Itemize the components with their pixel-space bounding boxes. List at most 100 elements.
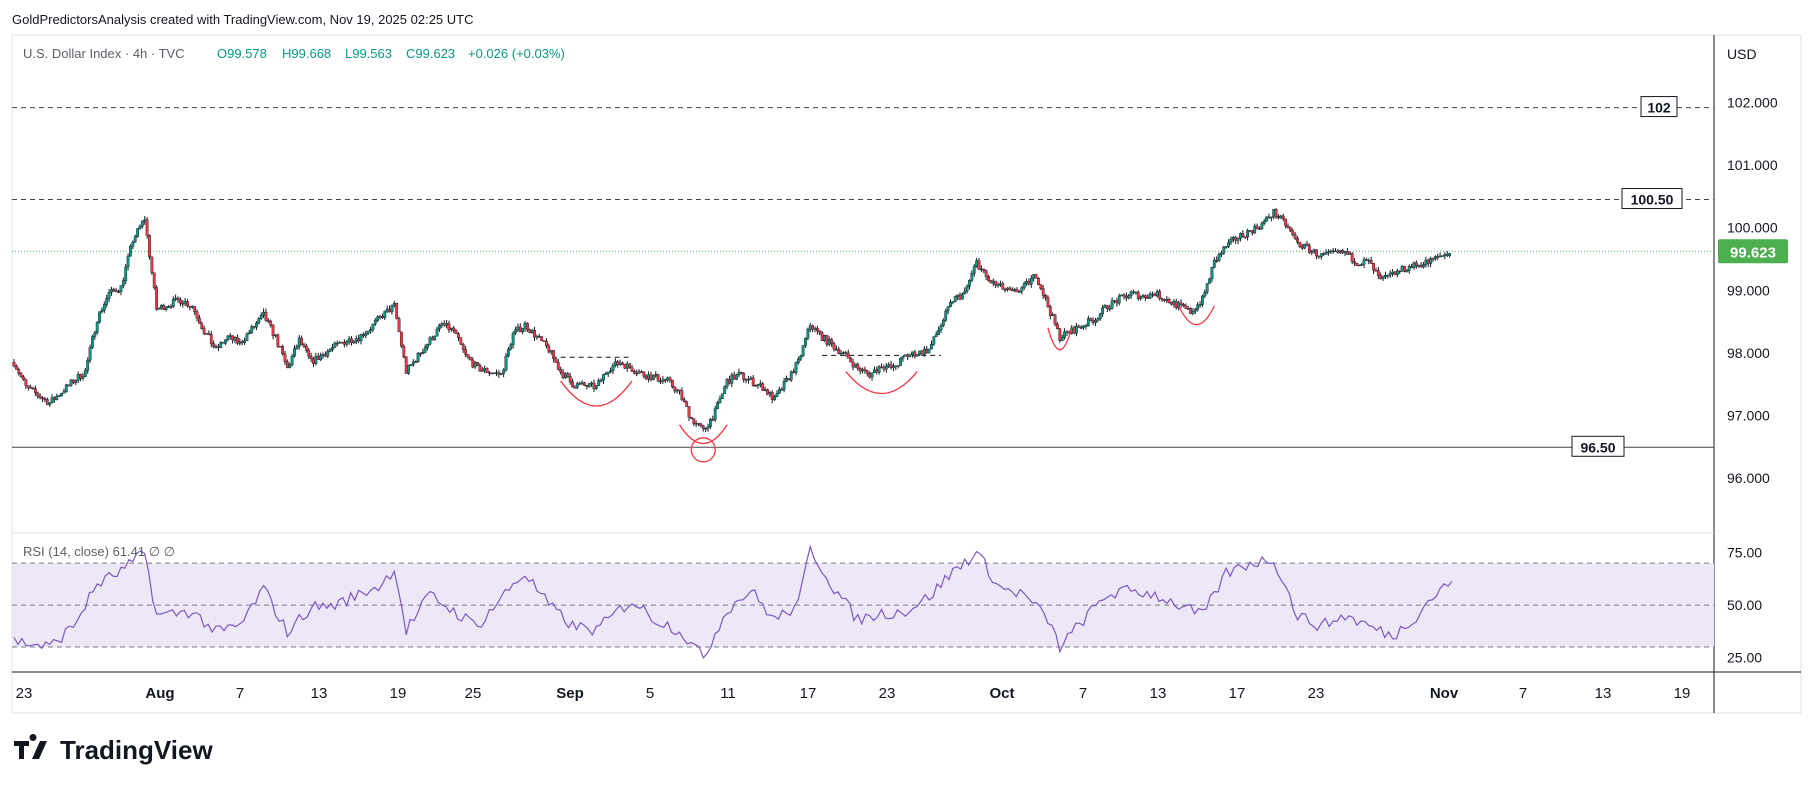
candle-down [468, 356, 472, 361]
candle-up [768, 391, 772, 395]
candle-up [521, 328, 525, 333]
candle-down [868, 372, 872, 378]
candle-up [899, 358, 902, 366]
rsi-pane: 75.00 50.00 25.00 [12, 544, 1762, 666]
candle-down [485, 368, 489, 373]
candle-up [1177, 302, 1181, 308]
candle-down [207, 333, 211, 335]
time-axis[interactable]: 23 Aug 7 13 19 25 Sep 5 11 17 23 Oct 7 13 17 23 Nov 7 13 19 [16, 685, 1691, 702]
candle-up [718, 398, 722, 403]
candle-up [618, 362, 622, 365]
rounding-bottom-arc[interactable] [560, 380, 633, 407]
legend-change: +0.026 (+0.03%) [468, 46, 565, 61]
candle-up [499, 373, 503, 375]
candle-up [93, 332, 97, 337]
rounding-bottom-arc[interactable] [845, 371, 918, 395]
candle-down [644, 375, 648, 380]
candle-up [896, 365, 900, 367]
candle-up [970, 273, 974, 281]
price-axis[interactable]: 102.000 101.000 100.000 99.000 98.000 97.000 9… [1718, 95, 1788, 486]
candle-up [1448, 253, 1452, 256]
candle-up [428, 337, 432, 345]
candle-down [844, 352, 848, 354]
candle-down [1291, 230, 1295, 235]
candle-up [321, 354, 325, 356]
symbol-info[interactable]: U.S. Dollar Index · 4h · TVC [23, 46, 185, 61]
candle-down [732, 374, 736, 380]
candle-up [1433, 256, 1437, 260]
rounding-bottom-arc[interactable] [1047, 327, 1073, 351]
candle-down [1065, 331, 1069, 333]
candle-up [1201, 295, 1204, 305]
candle-down [1041, 288, 1045, 296]
candle-up [480, 370, 484, 372]
candle-up [941, 319, 945, 326]
rounding-bottom-arc[interactable] [678, 424, 728, 444]
candle-down [787, 378, 791, 381]
candle-up [716, 402, 719, 409]
candle-up [823, 335, 826, 341]
candle-down [459, 337, 463, 345]
candle-up [438, 324, 441, 330]
rsi-tick-label: 75.00 [1727, 545, 1762, 561]
candle-up [359, 334, 363, 342]
level-label-box [1640, 96, 1678, 118]
candle-up [1303, 243, 1307, 249]
candle-up [1388, 273, 1392, 276]
candle-up [259, 315, 263, 319]
candle-down [231, 335, 235, 341]
candle-down [1379, 275, 1383, 279]
low-circle[interactable] [690, 437, 716, 463]
candle-up [1279, 215, 1283, 219]
candle-down [1241, 233, 1245, 237]
candle-up [1407, 266, 1411, 271]
candle-down [632, 370, 636, 374]
candle-down [889, 364, 893, 368]
candle-down [690, 416, 693, 419]
time-tick-label: 13 [1595, 685, 1612, 702]
candle-up [290, 356, 294, 365]
candle-down [659, 380, 662, 383]
candle-down [1288, 227, 1292, 232]
candle-up [1319, 253, 1323, 257]
candle-down [397, 318, 401, 333]
candle-down [1008, 287, 1012, 291]
candle-down [388, 308, 391, 313]
candle-up [530, 329, 534, 333]
time-tick-label: 13 [1150, 685, 1167, 702]
candle-up [602, 374, 605, 381]
candle-up [747, 379, 750, 381]
currency-label[interactable]: USD [1727, 46, 1757, 62]
candle-down [1053, 314, 1057, 325]
candle-up [157, 307, 161, 310]
time-tick-label: 19 [1674, 685, 1691, 702]
price-tick-label: 99.000 [1727, 282, 1770, 298]
candle-down [150, 256, 154, 273]
candle-down [169, 306, 173, 308]
candle-up [64, 384, 68, 392]
candle-up [483, 368, 487, 371]
candle-up [1348, 252, 1352, 255]
candle-up [1310, 251, 1314, 253]
candle-down [537, 336, 541, 338]
candle-down [266, 320, 270, 322]
candle-down [770, 391, 774, 400]
candle-down [302, 344, 306, 347]
candle-up [675, 389, 679, 392]
candle-up [1101, 307, 1105, 315]
candle-down [67, 384, 71, 387]
rsi-legend[interactable]: RSI (14, close) 61.41 ∅ ∅ [23, 544, 175, 559]
candle-up [725, 379, 729, 387]
candle-up [1260, 223, 1264, 230]
candle-down [1353, 261, 1356, 264]
candle-down [145, 219, 149, 236]
candle-down [863, 369, 867, 371]
candle-up [901, 355, 905, 359]
candle-down [692, 418, 696, 424]
rounding-bottom-arc[interactable] [1178, 305, 1215, 326]
candle-up [1079, 327, 1083, 329]
candle-up [164, 307, 168, 310]
candle-up [1222, 247, 1226, 254]
candle-up [704, 428, 708, 430]
